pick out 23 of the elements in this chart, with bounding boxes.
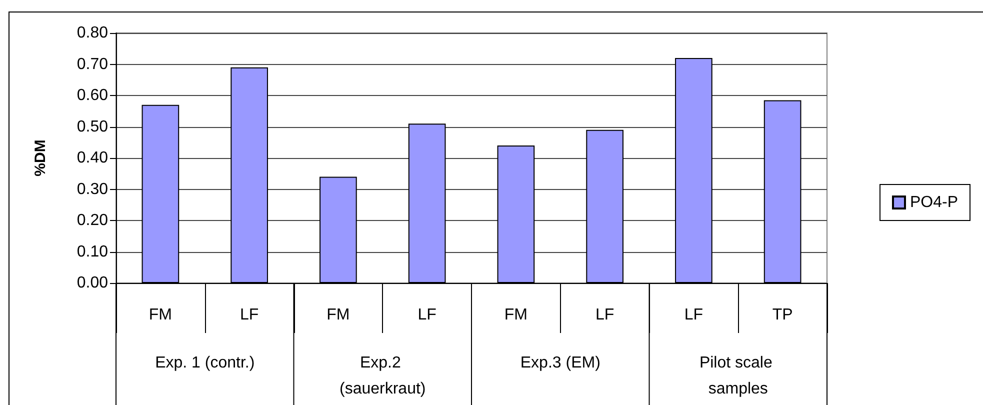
- legend-label: PO4-P: [910, 194, 958, 211]
- y-tick-label: 0.80: [76, 24, 108, 42]
- x-tick-label: LF: [684, 306, 704, 324]
- y-tick-label: 0.20: [76, 212, 108, 229]
- x-tick-label: LF: [418, 306, 437, 324]
- text: Pilot scale samples: [699, 354, 777, 398]
- y-tick-label: 0.60: [76, 87, 108, 104]
- y-tick-label: 0.50: [76, 118, 108, 136]
- x-tick-label: LF: [595, 306, 614, 324]
- y-tick-label: 0.10: [76, 243, 108, 260]
- x-tick-label: FM: [326, 306, 350, 324]
- x-tick-label: LF: [240, 306, 259, 324]
- text: Exp. 1 (contr.): [155, 354, 255, 372]
- x-tick-label: TP: [772, 306, 793, 324]
- x-tick-label: FM: [148, 306, 172, 324]
- y-axis-title: %DM: [32, 140, 49, 176]
- y-tick-label: 0.70: [76, 56, 108, 73]
- y-tick-label: 0.40: [76, 150, 108, 166]
- y-tick-label: 0.30: [76, 180, 108, 198]
- y-tick-label: 0.00: [76, 274, 108, 292]
- text: Exp.3 (EM): [520, 354, 600, 372]
- text: Exp.2 (sauerkraut): [340, 354, 426, 398]
- x-tick-label: FM: [504, 306, 528, 324]
